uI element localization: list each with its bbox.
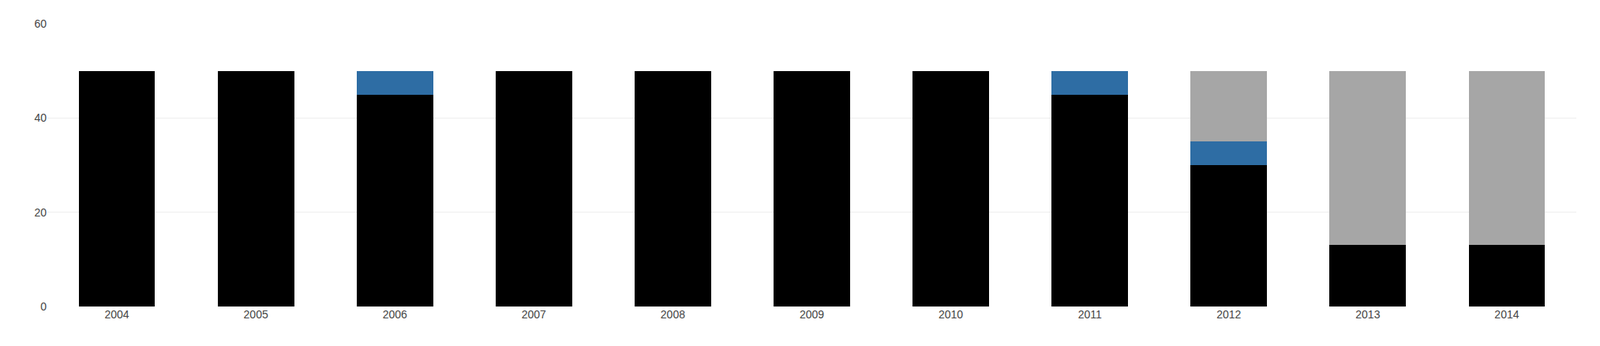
svg-text:2004: 2004 bbox=[104, 307, 129, 321]
svg-text:60: 60 bbox=[33, 17, 47, 30]
svg-text:2012: 2012 bbox=[1216, 307, 1241, 321]
svg-text:40: 40 bbox=[33, 111, 47, 124]
svg-text:2010: 2010 bbox=[938, 307, 963, 321]
svg-text:0: 0 bbox=[40, 299, 47, 313]
svg-text:2007: 2007 bbox=[521, 307, 547, 321]
svg-text:2006: 2006 bbox=[382, 307, 408, 321]
svg-text:2014: 2014 bbox=[1494, 307, 1519, 321]
svg-text:2008: 2008 bbox=[660, 307, 686, 321]
svg-text:2011: 2011 bbox=[1078, 307, 1102, 321]
svg-text:20: 20 bbox=[33, 206, 47, 219]
svg-text:2013: 2013 bbox=[1355, 307, 1380, 321]
svg-text:2009: 2009 bbox=[799, 307, 825, 321]
svg-text:2005: 2005 bbox=[243, 307, 269, 321]
